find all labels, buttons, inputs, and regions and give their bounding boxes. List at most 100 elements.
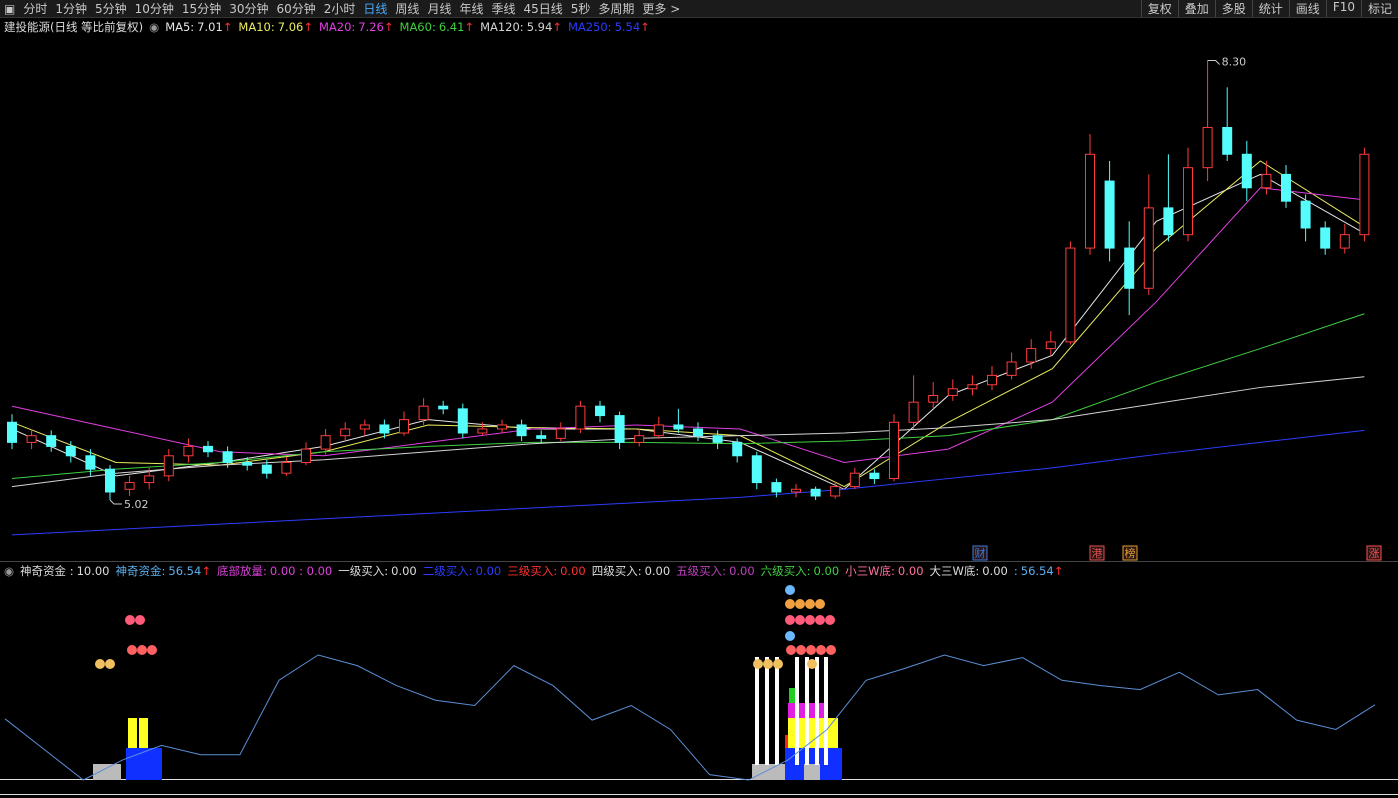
signal-icon: [753, 659, 763, 669]
ma-line: [11, 376, 1365, 488]
signal-icon: [763, 659, 773, 669]
candle-body: [1085, 153, 1095, 249]
legend-label: 底部放量:: [216, 564, 267, 578]
period-tab[interactable]: 周线: [395, 2, 420, 16]
candle-body: [869, 472, 880, 480]
period-tab[interactable]: 2小时: [323, 2, 356, 16]
legend-item: MA20: 7.26↑: [319, 20, 394, 34]
ma-line: [11, 160, 1365, 488]
tool-button[interactable]: 复权: [1140, 0, 1178, 17]
period-tab[interactable]: 多周期: [598, 2, 635, 16]
candle-body: [889, 421, 899, 480]
period-tab[interactable]: 分时: [23, 2, 48, 16]
legend-value: 7.26: [358, 20, 384, 34]
tool-button[interactable]: 多股: [1214, 0, 1252, 17]
candle-body: [7, 421, 17, 443]
period-tab[interactable]: 45日线: [523, 2, 563, 16]
candle-body: [771, 482, 782, 493]
indicator-legend: ◉ 神奇资金 :10.00 神奇资金: 56.54↑ 底部放量: 0.00 : 0.00 一…: [4, 563, 1063, 579]
legend-item: :56.54↑: [1014, 564, 1063, 578]
candle-body: [301, 448, 311, 463]
signal-icon: [795, 615, 805, 625]
legend-item: 大三W底: 0.00: [930, 563, 1008, 579]
event-tag: 财: [975, 546, 986, 560]
period-tab[interactable]: 更多 >: [642, 2, 681, 16]
legend-value: 0.00: [644, 564, 671, 578]
legend-item: MA60: 6.41↑: [400, 20, 475, 34]
candle-body: [751, 455, 762, 484]
candle-body: [1359, 153, 1370, 236]
candle-body: [65, 445, 76, 457]
signal-block: [128, 718, 137, 748]
candle-body: [497, 424, 507, 430]
candle-body: [1065, 247, 1076, 343]
event-tag-box: [1089, 545, 1105, 561]
signal-bar: [795, 657, 799, 765]
signal-icon: [137, 645, 147, 655]
legend-value: 0.00: [982, 564, 1008, 578]
signal-bar: [815, 657, 819, 765]
period-tab[interactable]: 年线: [459, 2, 484, 16]
signal-icon: [135, 615, 145, 625]
stock-title: 建投能源(日线 等比前复权): [4, 20, 144, 34]
period-tab[interactable]: 日线: [363, 2, 388, 16]
signal-icon: [806, 645, 816, 655]
candle-body: [183, 445, 194, 457]
legend-label: 四级买入:: [591, 564, 642, 578]
signal-bar: [765, 657, 769, 765]
legend-value: 5.94: [526, 20, 553, 34]
arrow: ↑: [640, 20, 650, 34]
candle-body: [163, 455, 174, 477]
candle-body: [614, 415, 625, 443]
candle-body: [908, 401, 919, 423]
candle-body: [203, 445, 213, 453]
tool-button[interactable]: 叠加: [1177, 0, 1215, 17]
signal-icon: [786, 645, 796, 655]
period-tabs: 分时 1分钟 5分钟 10分钟 15分钟 30分钟 60分钟 2小时 日线 周线 月线 年线 季线 45日…: [19, 0, 684, 17]
legend-value: 56.54: [168, 564, 202, 578]
legend-value: 0.00: [897, 564, 924, 578]
legend-label: 一级买入:: [338, 564, 389, 578]
period-tab[interactable]: 5秒: [570, 2, 591, 16]
legend-item: 一级买入: 0.00: [338, 563, 416, 579]
legend-label: 三级买入:: [507, 564, 558, 578]
candle-body: [967, 384, 978, 390]
period-tab[interactable]: 10分钟: [134, 2, 174, 16]
period-tab[interactable]: 60分钟: [276, 2, 316, 16]
signal-icon: [785, 615, 795, 625]
candle-body: [457, 408, 468, 434]
period-tab[interactable]: 30分钟: [229, 2, 269, 16]
signal-bar: [805, 657, 809, 765]
candle-body: [281, 461, 292, 474]
legend-label: 大三W底:: [929, 564, 980, 578]
event-tag-box: [1122, 545, 1138, 561]
candle-body: [418, 405, 429, 421]
collapse-icon[interactable]: ◉: [149, 20, 160, 34]
legend-item: 神奇资金 :10.00: [20, 563, 109, 579]
candle-body: [1222, 126, 1233, 155]
period-tab[interactable]: 5分钟: [95, 2, 127, 16]
arrow: ↑: [303, 20, 313, 34]
candle-body: [1281, 173, 1291, 202]
menu-icon[interactable]: ▣: [4, 1, 16, 16]
tool-button[interactable]: 标记: [1360, 0, 1398, 17]
signal-icon: [805, 615, 815, 625]
period-tab[interactable]: 15分钟: [181, 2, 222, 16]
legend-item: 小三W底: 0.00: [845, 563, 923, 579]
signal-icon: [785, 585, 795, 595]
legend-value: 56.54: [1020, 564, 1054, 578]
tool-button[interactable]: 统计: [1251, 0, 1289, 17]
tool-button[interactable]: F10: [1325, 0, 1361, 17]
period-tab[interactable]: 1分钟: [55, 2, 87, 16]
tool-button[interactable]: 画线: [1288, 0, 1326, 17]
period-tab[interactable]: 月线: [427, 2, 452, 16]
legend-value: 0.00: [729, 564, 755, 578]
collapse-icon[interactable]: ◉: [4, 564, 15, 578]
candle-body: [1163, 207, 1174, 236]
candle-body: [849, 472, 860, 488]
ma-line: [11, 429, 1365, 536]
period-tab[interactable]: 季线: [491, 2, 516, 16]
candle-body: [1183, 167, 1193, 236]
candle-body: [928, 394, 939, 403]
